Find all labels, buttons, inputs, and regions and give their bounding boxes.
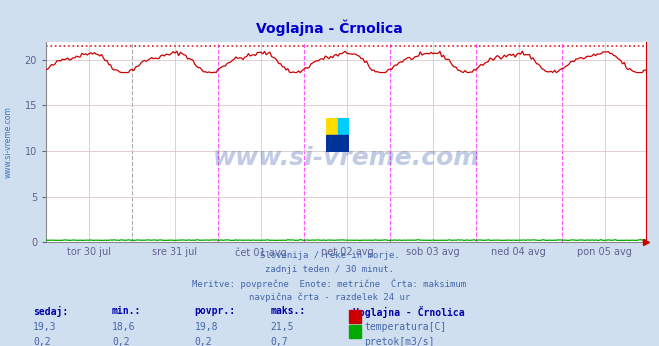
- Text: 18,6: 18,6: [112, 322, 136, 333]
- Text: 0,2: 0,2: [194, 337, 212, 346]
- Text: 19,8: 19,8: [194, 322, 218, 333]
- Text: www.si-vreme.com: www.si-vreme.com: [3, 106, 13, 178]
- Text: 0,2: 0,2: [33, 337, 51, 346]
- Text: navpična črta - razdelek 24 ur: navpična črta - razdelek 24 ur: [249, 292, 410, 302]
- Text: povpr.:: povpr.:: [194, 306, 235, 316]
- Text: 0,7: 0,7: [270, 337, 288, 346]
- Text: sedaj:: sedaj:: [33, 306, 68, 317]
- Text: temperatura[C]: temperatura[C]: [364, 322, 447, 333]
- Text: min.:: min.:: [112, 306, 142, 316]
- Text: pretok[m3/s]: pretok[m3/s]: [364, 337, 435, 346]
- Text: 0,2: 0,2: [112, 337, 130, 346]
- Text: Voglajna - Črnolica: Voglajna - Črnolica: [256, 19, 403, 36]
- Bar: [338, 135, 349, 152]
- Text: Meritve: povprečne  Enote: metrične  Črta: maksimum: Meritve: povprečne Enote: metrične Črta:…: [192, 279, 467, 289]
- Text: maks.:: maks.:: [270, 306, 305, 316]
- Text: Voglajna - Črnolica: Voglajna - Črnolica: [353, 306, 464, 318]
- Text: www.si-vreme.com: www.si-vreme.com: [212, 146, 480, 170]
- Text: zadnji teden / 30 minut.: zadnji teden / 30 minut.: [265, 265, 394, 274]
- Bar: [326, 135, 338, 152]
- Bar: [338, 118, 349, 135]
- Text: 21,5: 21,5: [270, 322, 294, 333]
- Text: Slovenija / reke in morje.: Slovenija / reke in morje.: [260, 251, 399, 260]
- Text: 19,3: 19,3: [33, 322, 57, 333]
- Bar: [326, 118, 338, 135]
